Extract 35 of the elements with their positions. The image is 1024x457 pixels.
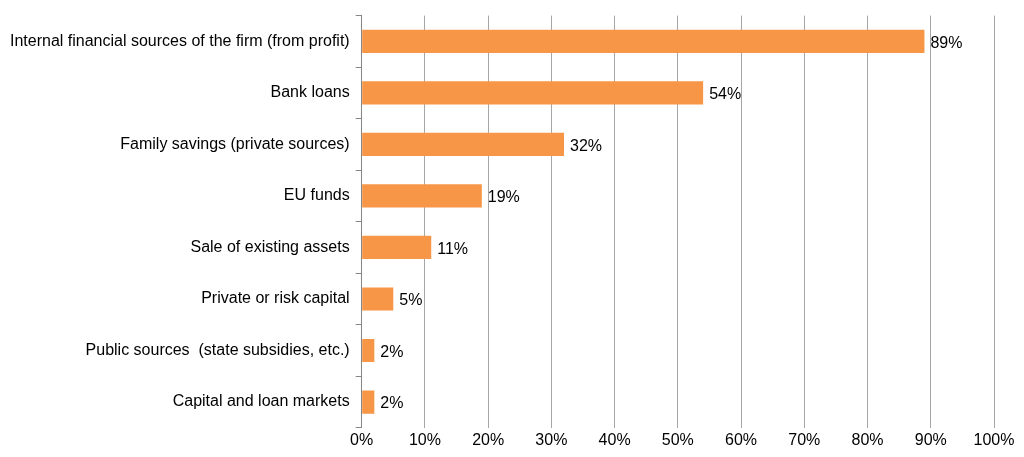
y-tick-label: Internal financial sources of the firm (from profit): [9, 31, 350, 49]
y-tick-label: Capital and loan markets: [172, 392, 350, 410]
x-tick-label: 90%: [914, 430, 947, 448]
bar: [362, 287, 394, 311]
bar: [362, 235, 432, 260]
data-label: 89%: [930, 33, 963, 51]
y-tick-label: Bank loans: [270, 83, 350, 101]
x-tick-label: 0%: [350, 430, 374, 448]
y-tick-label: Private or risk capital: [201, 289, 350, 307]
x-tick-label: 80%: [851, 430, 884, 448]
y-tick-label: Public sources (state subsidies, etc.): [85, 340, 350, 358]
data-label: 5%: [399, 291, 423, 309]
y-tick-label: EU funds: [283, 186, 350, 204]
x-tick-label: 40%: [598, 430, 631, 448]
data-label: 32%: [570, 136, 603, 154]
x-tick-label: 30%: [535, 430, 568, 448]
data-label: 54%: [709, 85, 742, 103]
x-tick-label: 100%: [973, 430, 1015, 448]
bar: [362, 81, 704, 105]
data-label: 19%: [487, 188, 520, 206]
x-tick-label: 60%: [725, 430, 758, 448]
x-tick-label: 70%: [788, 430, 821, 448]
bar: [362, 338, 375, 363]
y-tick-label: Family savings (private sources): [120, 134, 350, 152]
bar: [362, 184, 482, 208]
x-tick-label: 10%: [408, 430, 441, 448]
data-label: 2%: [380, 394, 404, 412]
data-label: 11%: [437, 239, 469, 257]
bar: [362, 132, 565, 157]
bar: [362, 29, 925, 53]
x-tick-label: 50%: [661, 430, 694, 448]
y-tick-label: Sale of existing assets: [190, 237, 350, 255]
bar: [362, 390, 375, 414]
x-tick-label: 20%: [472, 430, 505, 448]
data-label: 2%: [380, 342, 404, 360]
